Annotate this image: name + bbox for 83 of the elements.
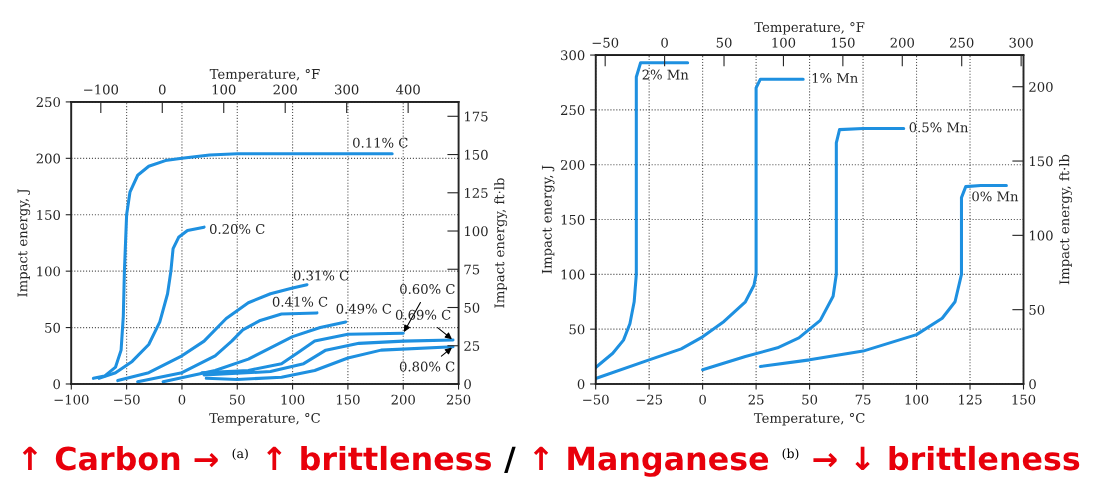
text: (b): [782, 448, 799, 460]
y-tick-label: 0: [53, 379, 61, 390]
x2-tick-label: −100: [84, 84, 119, 95]
y-tick-label: 0: [577, 379, 585, 390]
y-tick-label: 250: [36, 97, 61, 108]
y-tick-label: 150: [37, 209, 61, 220]
y2-tick-label: 150: [1029, 156, 1053, 167]
series-label: 2% Mn: [642, 69, 689, 80]
y2-axis-title: Impact energy, ft·lb: [1059, 154, 1073, 285]
y2-tick-label: 175: [465, 111, 488, 122]
y2-tick-label: 125: [465, 188, 488, 198]
y2-tick-label: 200: [1029, 81, 1053, 92]
y2-tick-label: 0: [1029, 379, 1036, 390]
x-axis-title: Temperature, °C: [753, 412, 865, 426]
x-tick-label: 125: [959, 394, 982, 405]
x-tick-label: 200: [391, 394, 415, 405]
y2-tick-label: 50: [1029, 304, 1045, 315]
y-tick-label: 100: [37, 266, 61, 277]
x2-tick-label: 200: [890, 37, 914, 48]
y2-tick-label: 150: [465, 149, 488, 160]
y-tick-label: 250: [560, 105, 585, 116]
y-axis-title: Impact energy, J: [541, 165, 555, 274]
x2-tick-label: 250: [950, 37, 974, 48]
y2-tick-label: 0: [464, 379, 471, 390]
x-tick-label: 0: [699, 394, 706, 405]
y2-tick-label: 75: [464, 264, 480, 275]
text: ↑ brittleness: [267, 445, 491, 471]
series-label: 0.41% C: [272, 296, 328, 307]
x2-tick-label: 0: [661, 37, 668, 48]
series-label: 0.31% C: [293, 270, 349, 281]
x2-tick-label: 100: [212, 84, 236, 95]
x-axis-title: Temperature, °C: [209, 412, 320, 426]
x2-tick-label: 400: [395, 84, 420, 95]
series-label: 0.80% C: [399, 361, 455, 372]
text: ↑ Manganese: [533, 446, 769, 477]
x-tick-label: −100: [54, 394, 89, 405]
y2-axis-title: Impact energy, ft·lb: [494, 178, 508, 308]
text: 0.60% C: [400, 284, 455, 295]
x-tick-label: −25: [636, 394, 663, 405]
x-tick-label: 50: [802, 394, 818, 405]
text: (a): [232, 448, 248, 460]
x-tick-label: 150: [336, 394, 360, 405]
y-tick-label: 50: [569, 324, 585, 335]
x2-tick-label: 300: [1009, 37, 1033, 48]
y-tick-label: 200: [36, 153, 61, 164]
x2-tick-label: 200: [273, 84, 297, 95]
x2-tick-label: 100: [772, 37, 796, 48]
x2-tick-label: 50: [716, 37, 732, 48]
x-tick-label: 0: [178, 394, 186, 405]
y2-tick-label: 100: [1029, 230, 1053, 241]
x-tick-label: 75: [855, 394, 871, 405]
y-tick-label: 100: [561, 269, 585, 280]
y-axis-title: Impact energy, J: [17, 188, 31, 297]
series-label: 0.20% C: [209, 224, 265, 234]
series-label: 1% Mn: [812, 73, 858, 84]
y2-tick-label: 25: [464, 340, 480, 351]
x2-axis-title: Temperature, °F: [754, 22, 865, 35]
x-tick-label: 100: [281, 394, 305, 405]
x2-axis-title: Temperature, °F: [209, 68, 320, 82]
x-tick-label: −50: [583, 394, 609, 405]
text: → ↓ brittleness: [813, 445, 1080, 471]
y2-tick-label: 50: [464, 302, 480, 313]
x2-tick-label: 150: [831, 37, 855, 48]
y-tick-label: 50: [45, 322, 61, 333]
y-tick-label: 150: [561, 214, 585, 225]
x-tick-label: 150: [1012, 394, 1036, 405]
x2-tick-label: 300: [335, 84, 359, 95]
x2-tick-label: −50: [592, 37, 619, 48]
text: /: [504, 446, 516, 473]
series-label: 0.5% Mn: [909, 122, 969, 133]
text: ↑ Carbon →: [22, 445, 218, 471]
x-tick-label: 50: [229, 394, 245, 405]
y-tick-label: 300: [561, 50, 585, 61]
x-tick-label: 100: [905, 394, 929, 405]
y-tick-label: 200: [560, 159, 585, 170]
y2-tick-label: 100: [465, 226, 488, 237]
x-tick-label: −50: [114, 394, 140, 405]
x-tick-label: 25: [748, 394, 764, 405]
series-label: 0% Mn: [972, 191, 1019, 202]
x-tick-label: 250: [446, 394, 471, 405]
series-label: 0.11% C: [353, 137, 408, 148]
x2-tick-label: 0: [158, 84, 166, 95]
series-label: 0.49% C: [336, 303, 392, 314]
